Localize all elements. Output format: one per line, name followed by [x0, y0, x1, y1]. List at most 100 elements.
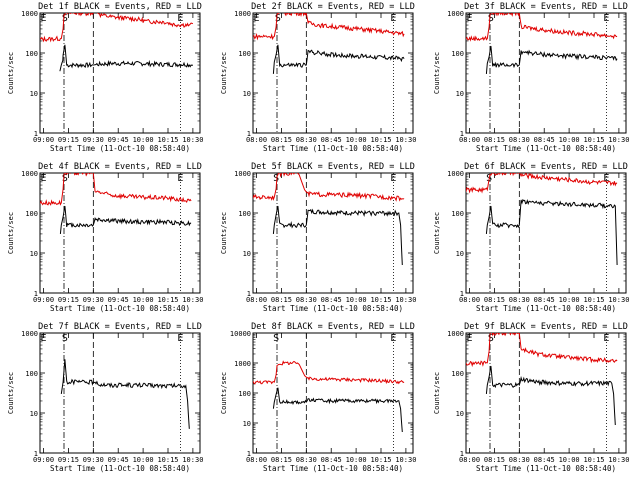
x-axis-label: Start Time (11-Oct-10 08:58:40): [476, 144, 616, 153]
panel-det1: Det 1f BLACK = Events, RED = LLD 1 10 100 10…: [0, 0, 213, 160]
marker-S: S: [275, 13, 281, 24]
x-tick-label: 10:30: [395, 456, 416, 464]
marker-E: E: [603, 173, 609, 184]
y-axis-label: Counts/sec: [433, 52, 441, 94]
y-tick-label: 1000: [447, 330, 464, 338]
x-tick-label: 08:30: [509, 136, 530, 144]
x-tick-label: 08:15: [271, 136, 292, 144]
marker-E: E: [254, 13, 260, 24]
marker-E: E: [603, 333, 609, 344]
x-tick-label: 08:15: [271, 456, 292, 464]
marker-E: E: [603, 13, 609, 24]
y-tick-label: 10: [243, 420, 251, 428]
x-tick-label: 08:15: [271, 296, 292, 304]
x-tick-label: 10:30: [395, 296, 416, 304]
lld-series-line: [40, 173, 192, 206]
panel-det3: Det 3f BLACK = Events, RED = LLD 1 10 100 10…: [426, 0, 639, 160]
plot-frame: [465, 172, 627, 294]
chart-title: Det 7f BLACK = Events, RED = LLD: [38, 322, 202, 332]
x-tick-label: 08:45: [534, 136, 555, 144]
x-tick-label: 08:00: [246, 456, 267, 464]
x-tick-label: 08:30: [509, 456, 530, 464]
y-tick-label: 1: [34, 290, 38, 298]
x-tick-label: 09:15: [58, 456, 79, 464]
panel-det7: Det 7f BLACK = Events, RED = LLD 1 10 100 10…: [0, 320, 213, 480]
x-tick-label: 08:45: [534, 456, 555, 464]
chart-title: Det 5f BLACK = Events, RED = LLD: [251, 162, 415, 172]
marker-E: E: [177, 13, 183, 24]
x-tick-label: 10:15: [583, 456, 604, 464]
x-tick-label: 09:45: [108, 136, 129, 144]
plot-frame: [465, 12, 627, 134]
x-tick-label: 08:15: [484, 456, 505, 464]
y-axis-label: Counts/sec: [220, 372, 228, 414]
y-axis-label: Counts/sec: [7, 372, 15, 414]
x-axis-label: Start Time (11-Oct-10 08:58:40): [476, 464, 616, 473]
y-tick-label: 100: [451, 210, 464, 218]
panel-det4: Det 4f BLACK = Events, RED = LLD 1 10 100 10…: [0, 160, 213, 320]
x-tick-label: 08:30: [509, 296, 530, 304]
events-series-line: [272, 44, 405, 74]
lld-series-line: [253, 173, 405, 202]
y-tick-label: 10: [456, 410, 464, 418]
y-tick-label: 100: [238, 50, 251, 58]
y-tick-label: 1000: [234, 10, 251, 18]
y-tick-label: 10000: [230, 330, 251, 338]
x-tick-label: 10:30: [182, 456, 203, 464]
events-series-line: [272, 205, 403, 266]
marker-E: E: [177, 173, 183, 184]
x-tick-label: 08:00: [459, 456, 480, 464]
plot-frame: [465, 332, 627, 454]
x-tick-label: 09:45: [108, 456, 129, 464]
marker-E: E: [41, 13, 47, 24]
chart-det4: Det 4f BLACK = Events, RED = LLD 1 10 100 10…: [7, 162, 203, 313]
chart-det1: Det 1f BLACK = Events, RED = LLD 1 10 100 10…: [7, 2, 203, 153]
y-tick-label: 1: [460, 130, 464, 138]
lld-series-line: [40, 13, 194, 43]
x-tick-label: 09:30: [83, 456, 104, 464]
plot-frame: [252, 172, 414, 294]
y-tick-label: 100: [451, 50, 464, 58]
lld-series-line: [253, 360, 405, 385]
x-tick-label: 10:30: [608, 136, 629, 144]
chart-title: Det 8f BLACK = Events, RED = LLD: [251, 322, 415, 332]
x-tick-label: 09:15: [58, 296, 79, 304]
chart-det2: Det 2f BLACK = Events, RED = LLD 1 10 100 10…: [220, 2, 416, 153]
marker-S: S: [488, 13, 494, 24]
y-tick-label: 100: [238, 390, 251, 398]
events-series-line: [485, 365, 616, 426]
chart-title: Det 6f BLACK = Events, RED = LLD: [464, 162, 628, 172]
marker-S: S: [488, 333, 494, 344]
x-tick-label: 10:30: [608, 296, 629, 304]
chart-title: Det 1f BLACK = Events, RED = LLD: [38, 2, 202, 12]
events-series-line: [485, 45, 618, 74]
y-tick-label: 100: [238, 210, 251, 218]
x-tick-label: 10:00: [559, 136, 580, 144]
y-tick-label: 100: [25, 50, 38, 58]
events-series-line: [59, 205, 192, 234]
marker-E: E: [467, 13, 473, 24]
x-tick-label: 10:15: [370, 136, 391, 144]
y-tick-label: 1: [247, 290, 251, 298]
x-axis-label: Start Time (11-Oct-10 08:58:40): [50, 144, 190, 153]
chart-det9: Det 9f BLACK = Events, RED = LLD 1 10 100 10…: [433, 322, 629, 473]
chart-det8: Det 8f BLACK = Events, RED = LLD 1 10 100 10…: [220, 322, 416, 473]
x-tick-label: 10:30: [182, 296, 203, 304]
marker-E: E: [467, 333, 473, 344]
y-tick-label: 100: [25, 210, 38, 218]
x-axis-label: Start Time (11-Oct-10 08:58:40): [50, 304, 190, 313]
y-tick-label: 1: [247, 450, 251, 458]
x-tick-label: 10:00: [133, 456, 154, 464]
x-tick-label: 10:30: [182, 136, 203, 144]
lld-series-line: [466, 173, 618, 194]
events-series-line: [272, 387, 403, 433]
marker-E: E: [390, 173, 396, 184]
y-tick-label: 100: [451, 370, 464, 378]
x-axis-label: Start Time (11-Oct-10 08:58:40): [263, 144, 403, 153]
x-tick-label: 08:45: [321, 136, 342, 144]
x-axis-label: Start Time (11-Oct-10 08:58:40): [263, 464, 403, 473]
x-tick-label: 09:00: [33, 296, 54, 304]
lld-series-line: [253, 13, 405, 41]
y-tick-label: 1: [247, 130, 251, 138]
